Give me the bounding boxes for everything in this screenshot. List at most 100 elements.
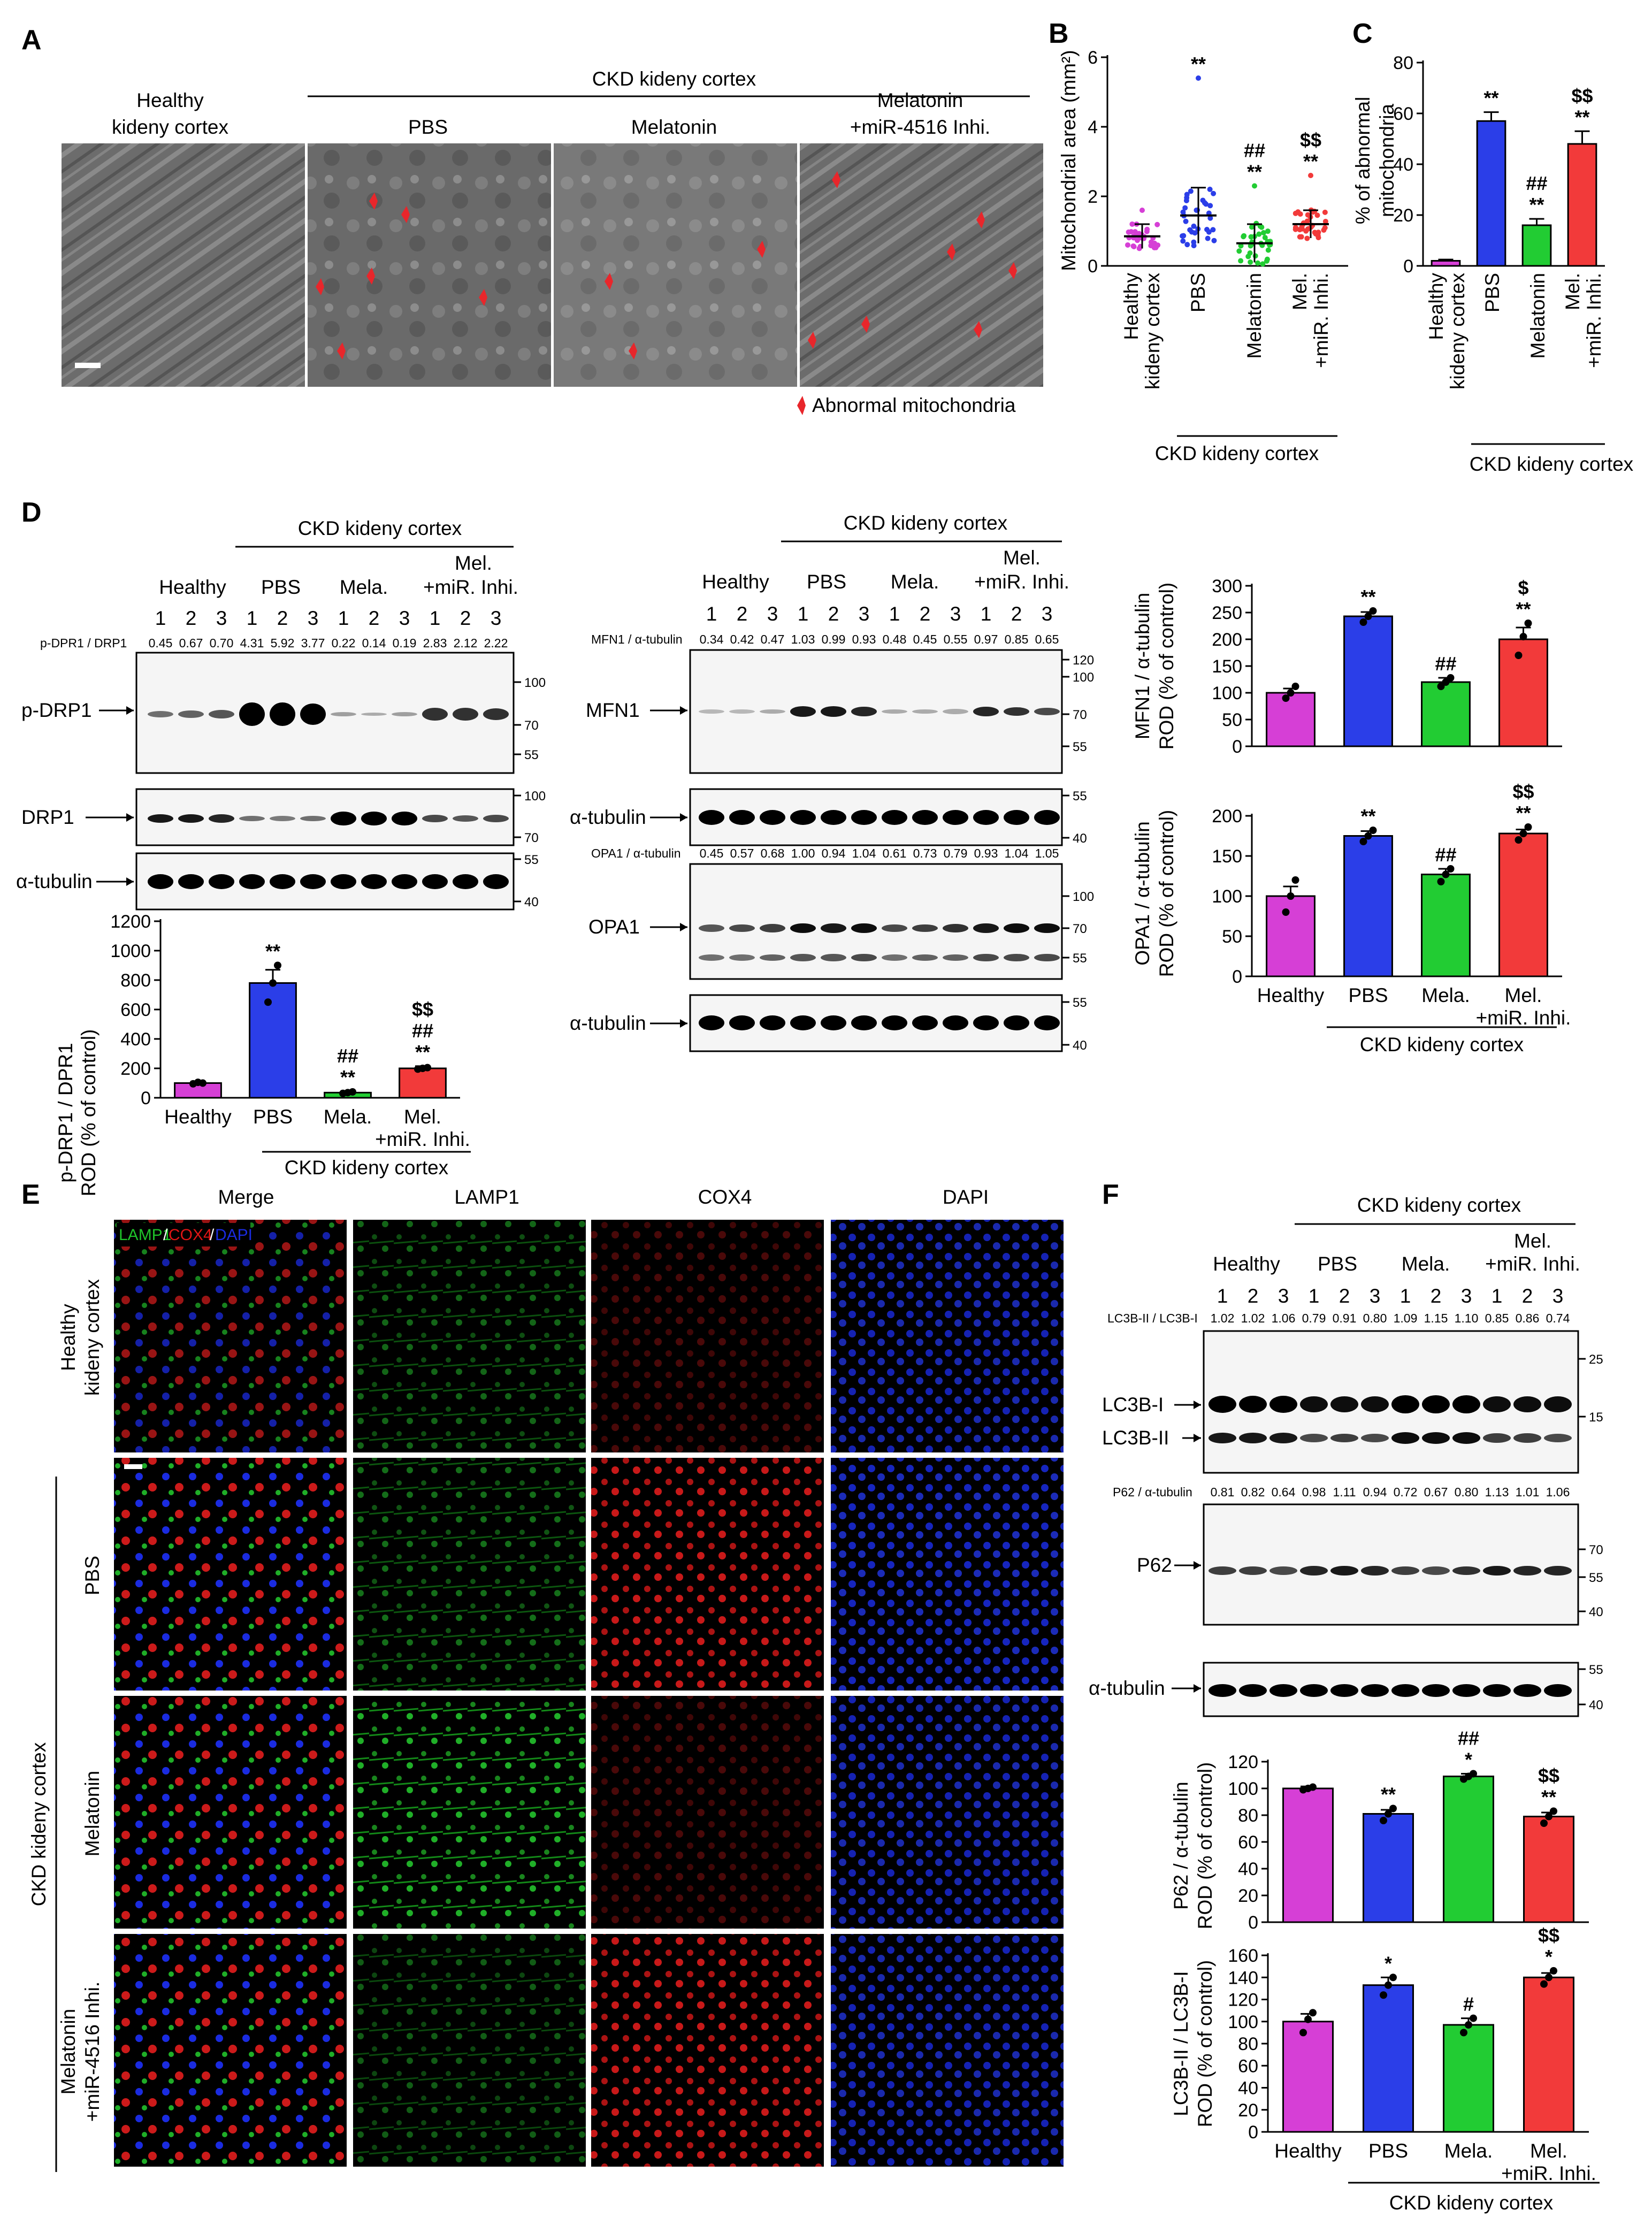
d-mel-label: Mel. <box>455 552 492 574</box>
chartC-yticklabel-4: 80 <box>1393 53 1413 73</box>
dOpaRatios-val-3: 1.00 <box>791 846 815 860</box>
f-group-title: CKD kideny cortex <box>1357 1194 1521 1216</box>
chartFp62-yticklabel-4: 80 <box>1238 1806 1258 1826</box>
dOpaRatios-val-2: 0.68 <box>761 846 785 860</box>
chartFlc3-bar-1 <box>1363 1984 1414 2133</box>
panel-letter-d: D <box>21 497 42 528</box>
chartDmfn1-bar3-sig-0: $ <box>1518 577 1528 599</box>
chartFlc3-yticklabel-6: 120 <box>1228 1990 1258 2010</box>
chartDmfn1-bar2-sig-0: ## <box>1435 653 1456 675</box>
d-mw-opa1: 100 70 55 <box>1062 890 1094 966</box>
fLc3Ratios-val-10: 0.86 <box>1516 1311 1540 1325</box>
b-dot-2-27 <box>1259 224 1265 230</box>
dLeftHeader-lane-11: 3 <box>491 607 502 629</box>
dBandsDrp1-band-2 <box>209 814 234 823</box>
b-dot-3-33 <box>1314 212 1320 218</box>
dLeftHeader-lane-6: 1 <box>338 607 349 629</box>
e-img-3-3 <box>831 1934 1064 2167</box>
fHeader-lane-0: 1 <box>1217 1285 1228 1307</box>
fBandsLc3-band-9 <box>1483 1433 1511 1443</box>
chartDmfn1-yticklabel-2: 100 <box>1212 683 1242 703</box>
dOpaRatios-val-4: 0.94 <box>822 846 846 860</box>
e-img-1-0 <box>114 1458 347 1691</box>
b-dot-2-1 <box>1260 261 1266 267</box>
b-dot-2-28 <box>1248 259 1253 265</box>
chartFlc3-bar2-sig-0: # <box>1463 1993 1474 2015</box>
dBandsOpa1-band-6 <box>882 954 907 961</box>
f-p62-ylabel-line2: ROD (% of control) <box>1194 1762 1216 1930</box>
b-dot-2-8 <box>1245 254 1251 259</box>
fHeader-lane-1: 2 <box>1248 1285 1259 1307</box>
f-header: Healthy PBS Mela. +miR. Inhi.1 2 3 1 2 3 1 2 3 1 2 3 <box>1213 1253 1580 1307</box>
chartDpdrp1-point-1-2 <box>274 961 281 969</box>
fLc3Ratios-val-0: 1.02 <box>1211 1311 1235 1325</box>
b-maxdot-3 <box>1308 173 1313 178</box>
fLc3Ratios-val-9: 0.85 <box>1485 1311 1509 1325</box>
dBandsPdrp1-band-6 <box>331 712 356 716</box>
d-mw-mfn1: 120 100 70 55 <box>1062 653 1094 754</box>
dMwOpa1-label-1: 70 <box>1073 922 1087 936</box>
fBandsLc3-band-7 <box>1422 1395 1450 1413</box>
chartDopa1-bar-2 <box>1421 874 1471 977</box>
fHeader-lane-9: 1 <box>1492 1285 1503 1307</box>
dBandsTub-band-7 <box>361 874 387 889</box>
d-mfn1-ylabel-line1: MFN1 / α-tubulin <box>1131 593 1153 739</box>
e-img-0-1 <box>353 1220 586 1452</box>
dOpaRatios-val-9: 0.93 <box>974 846 998 860</box>
b-group-label: CKD kideny cortex <box>1155 442 1319 464</box>
chartDopa1-point-2-1 <box>1442 870 1450 878</box>
dBandsOpa1-band-4 <box>821 923 846 933</box>
dBandsDrp1-band-5 <box>300 816 326 821</box>
fBandsLc3-band-1 <box>1239 1396 1267 1413</box>
fHeader-group-2: Mela. <box>1402 1253 1450 1275</box>
dBandsMidTub-band-11 <box>1034 810 1060 825</box>
dBandsOpa1-band-10 <box>1004 923 1029 933</box>
chartDmfn1-bar-2 <box>1421 681 1471 747</box>
b-yticklabel-0: 0 <box>1088 256 1098 277</box>
chartDopa1-bar-1 <box>1343 835 1393 977</box>
f-lc3-ratio-label: LC3B-II / LC3B-I <box>1107 1311 1198 1325</box>
dBandsMidTub-band-5 <box>851 810 877 825</box>
a-arrow-3 <box>366 267 375 285</box>
d-bands-opa1 <box>699 923 1060 961</box>
e-col-lamp1: LAMP1 <box>454 1186 519 1208</box>
d-bands-pdrp1 <box>148 702 509 726</box>
dLeftHeader-lane-8: 3 <box>399 607 410 629</box>
chartDopa1-bar2-sig-0: ## <box>1435 844 1456 866</box>
fLc3Ratios-val-8: 1.10 <box>1455 1311 1479 1325</box>
a-col1-line2: kideny cortex <box>112 116 228 138</box>
dBandsDrp1-band-0 <box>148 814 173 823</box>
e-img-1-3 <box>831 1458 1064 1691</box>
chartDopa1-yticklabel-3: 150 <box>1212 846 1242 867</box>
b-dot-1-33 <box>1183 218 1189 224</box>
chart-d-opa1: 050100150200Healthy**PBS##Mela.**$$Mel.+… <box>1212 781 1571 1029</box>
chartFp62-yticklabel-5: 100 <box>1228 1779 1258 1799</box>
b-dot-1-14 <box>1207 215 1213 221</box>
chartFlc3-yticklabel-4: 80 <box>1238 2034 1258 2054</box>
chartDopa1-xlabel-3-0: Mel. <box>1505 984 1542 1006</box>
dMwMidTub-label-1: 40 <box>1073 831 1087 846</box>
f-lc3-ylabel-line1: LC3B-II / LC3B-I <box>1170 1971 1192 2116</box>
fP62Ratios-val-1: 0.82 <box>1241 1485 1265 1499</box>
e-col-cox4: COX4 <box>698 1186 752 1208</box>
chartC-bar1-sig-0: ** <box>1483 87 1498 109</box>
b-maxdot-1 <box>1196 75 1201 81</box>
dBandsPdrp1-band-11 <box>483 708 509 720</box>
b-dot-2-32 <box>1252 253 1258 259</box>
dBandsPdrp1-band-4 <box>270 702 295 726</box>
fBandsLc3-band-8 <box>1452 1432 1480 1444</box>
dOpaRatios-val-1: 0.57 <box>730 846 754 860</box>
e-scale-bar <box>124 1464 142 1469</box>
chartDmfn1-point-2-0 <box>1437 683 1445 690</box>
dLeftRatios-val-7: 0.14 <box>362 636 386 650</box>
d-ratio-label: p-DPR1 / DRP1 <box>40 636 127 650</box>
fLc3Ratios-val-5: 0.80 <box>1363 1311 1387 1325</box>
chartDopa1-point-3-1 <box>1519 830 1527 837</box>
dBandsMfn1-band-8 <box>943 709 968 714</box>
d-mw-drp1: 100 70 <box>514 789 546 845</box>
dMwMfn1-label-0: 120 <box>1073 653 1094 668</box>
chartC-bar2-sig-0: ## <box>1526 172 1547 194</box>
dBandsPdrp1-band-3 <box>239 702 265 726</box>
f-p62-ratios: 0.81 0.82 0.64 0.98 1.11 0.94 0.72 0.67 0.80 1.13… <box>1211 1485 1570 1499</box>
chartB-xlabel-3-1: +miR. Inhi. <box>1310 273 1332 368</box>
